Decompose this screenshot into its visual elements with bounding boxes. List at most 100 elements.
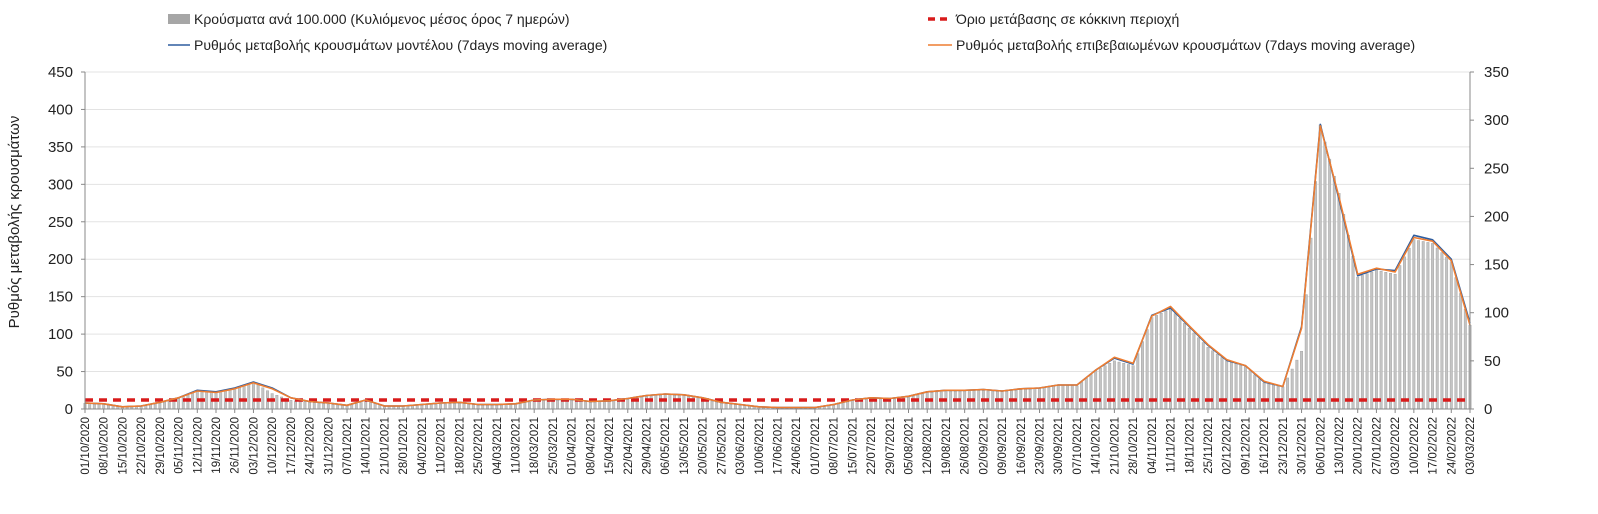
bar [574, 400, 578, 410]
x-tick-label: 21/01/2021 [380, 417, 392, 475]
bar [1056, 384, 1060, 410]
x-tick-label: 31/12/2020 [323, 417, 335, 475]
bar [588, 402, 592, 410]
bar [439, 403, 443, 410]
x-tick-label: 13/05/2021 [679, 417, 691, 475]
x-tick-label: 18/11/2021 [1184, 417, 1196, 474]
y-axis-label: Ρυθμός μεταβολής κρουσμάτων [6, 116, 23, 329]
bar [275, 395, 279, 410]
x-tick-label: 30/09/2021 [1053, 417, 1065, 475]
bar [1187, 327, 1191, 410]
y-left-tick-label: 250 [48, 214, 73, 231]
bar [654, 395, 658, 410]
x-tick-label: 09/09/2021 [997, 417, 1009, 475]
legend-label-model: Ρυθμός μεταβολής κρουσμάτων μοντέλου (7d… [194, 37, 607, 53]
bar [598, 401, 602, 410]
bar [1431, 243, 1435, 410]
bar [1234, 363, 1238, 410]
bar [312, 402, 316, 410]
x-tick-label: 19/08/2021 [941, 417, 953, 475]
bar [158, 402, 162, 410]
bar [1061, 384, 1065, 410]
bar [878, 398, 882, 410]
bar [733, 404, 737, 410]
bar [1323, 141, 1327, 410]
bar [1365, 273, 1369, 410]
legend-entry-threshold: Όριο μετάβασης σε κόκκινη περιοχή [928, 11, 1179, 27]
x-tick-label: 17/12/2020 [286, 417, 298, 475]
x-tick-label: 10/12/2020 [267, 417, 279, 475]
gridlines [85, 71, 1470, 410]
x-tick-label: 03/03/2022 [1465, 417, 1477, 475]
bar [1445, 256, 1449, 410]
legend-entry-bars: Κρούσματα ανά 100.000 (Κυλιόμενος μέσος … [168, 11, 570, 27]
bar [467, 403, 471, 410]
bar [251, 381, 255, 410]
bar [1276, 385, 1280, 410]
bar [1393, 273, 1397, 410]
x-tick-label: 22/10/2020 [136, 417, 148, 475]
bar [261, 387, 265, 410]
bar [1417, 240, 1420, 410]
x-tick-label: 10/02/2022 [1409, 417, 1421, 475]
x-tick-label: 12/08/2021 [922, 417, 934, 475]
bar [294, 400, 298, 410]
bar [1066, 385, 1070, 410]
bar [612, 400, 616, 410]
bar [490, 404, 494, 410]
bar [1005, 390, 1009, 410]
bar [1098, 367, 1102, 410]
bar [546, 400, 550, 410]
bar [977, 390, 981, 410]
bar [593, 401, 597, 410]
bar [242, 384, 246, 410]
bar [1243, 366, 1247, 410]
bar [602, 401, 606, 410]
bar [504, 404, 508, 410]
bar [425, 404, 429, 410]
bar [1201, 342, 1205, 410]
x-tick-label: 13/01/2022 [1334, 417, 1346, 475]
x-tick-label: 19/11/2020 [211, 417, 223, 474]
bar [354, 403, 358, 410]
legend: Κρούσματα ανά 100.000 (Κυλιόμενος μέσος … [168, 11, 1415, 53]
y-right-tick-label: 200 [1484, 208, 1509, 225]
bar [1108, 363, 1112, 410]
x-tick-label: 18/03/2021 [529, 417, 541, 475]
bar [499, 404, 503, 410]
bar [1346, 234, 1350, 410]
bar [626, 399, 630, 410]
bar [336, 404, 340, 410]
bar [832, 404, 836, 410]
x-tick-label: 24/12/2020 [305, 417, 317, 475]
y-left-tick-label: 450 [48, 64, 73, 81]
bar [317, 402, 321, 410]
bar [921, 393, 925, 410]
bar [537, 400, 541, 410]
bar [1304, 294, 1308, 410]
bar [1150, 317, 1154, 410]
bar [97, 403, 101, 410]
bar [219, 391, 223, 410]
y-left-tick-label: 150 [48, 289, 73, 306]
x-tick-label: 25/02/2021 [473, 417, 485, 475]
bar [864, 398, 868, 410]
bar [1257, 378, 1261, 410]
bar [364, 401, 368, 410]
bar [1052, 385, 1056, 410]
bar [1215, 353, 1219, 410]
bar [1094, 370, 1098, 410]
x-tick-label: 08/10/2020 [99, 417, 111, 475]
bar [462, 403, 466, 410]
bar [177, 398, 181, 410]
bar [542, 400, 545, 410]
bar [1309, 237, 1313, 410]
bar [677, 395, 681, 410]
bar [570, 400, 574, 410]
y-left-tick-label: 400 [48, 101, 73, 118]
x-tick-label: 27/01/2022 [1371, 417, 1383, 475]
bar [434, 404, 438, 410]
bar [846, 401, 850, 410]
x-tick-label: 07/10/2021 [1072, 417, 1084, 475]
bar [247, 383, 251, 410]
